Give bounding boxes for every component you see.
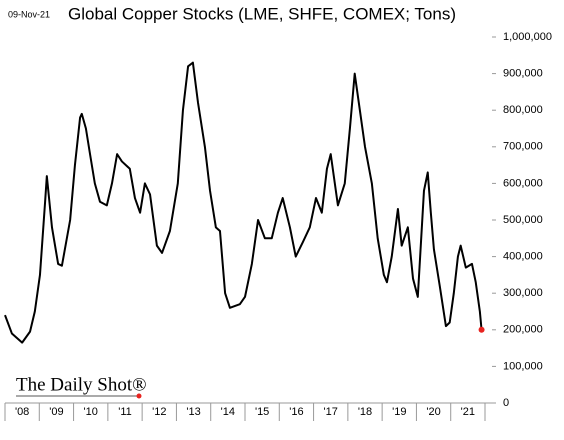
y-tick-label: 500,000 [503,214,543,226]
x-tick-label: '15 [255,406,269,418]
x-tick-label: '09 [49,406,63,418]
logo: The Daily Shot® [16,374,147,395]
y-tick-label: 800,000 [503,104,543,116]
x-tick-label: '18 [358,406,372,418]
x-tick-label: '19 [392,406,406,418]
y-tick-label: 600,000 [503,177,543,189]
y-tick-label: 0 [503,397,509,409]
series-line [4,61,483,344]
chart-title: Global Copper Stocks (LME, SHFE, COMEX; … [68,4,456,23]
x-tick-label: '14 [221,406,235,418]
x-tick-label: '10 [84,406,98,418]
x-tick-label: '08 [15,406,29,418]
x-tick-label: '12 [152,406,166,418]
y-tick-label: 700,000 [503,141,543,153]
y-tick-label: 900,000 [503,68,543,80]
y-tick-label: 400,000 [503,251,543,263]
x-tick-label: '16 [289,406,303,418]
x-tick-label: '11 [118,406,132,418]
date-label: 09-Nov-21 [8,9,50,19]
x-tick-label: '20 [426,406,440,418]
y-tick-label: 1,000,000 [503,31,552,43]
y-tick-label: 300,000 [503,287,543,299]
y-tick-label: 100,000 [503,360,543,372]
x-tick-label: '17 [324,406,338,418]
logo-dot [136,393,142,399]
y-tick-label: 200,000 [503,324,543,336]
x-tick-label: '13 [186,406,200,418]
x-tick-label: '21 [461,406,475,418]
last-point [478,326,485,333]
